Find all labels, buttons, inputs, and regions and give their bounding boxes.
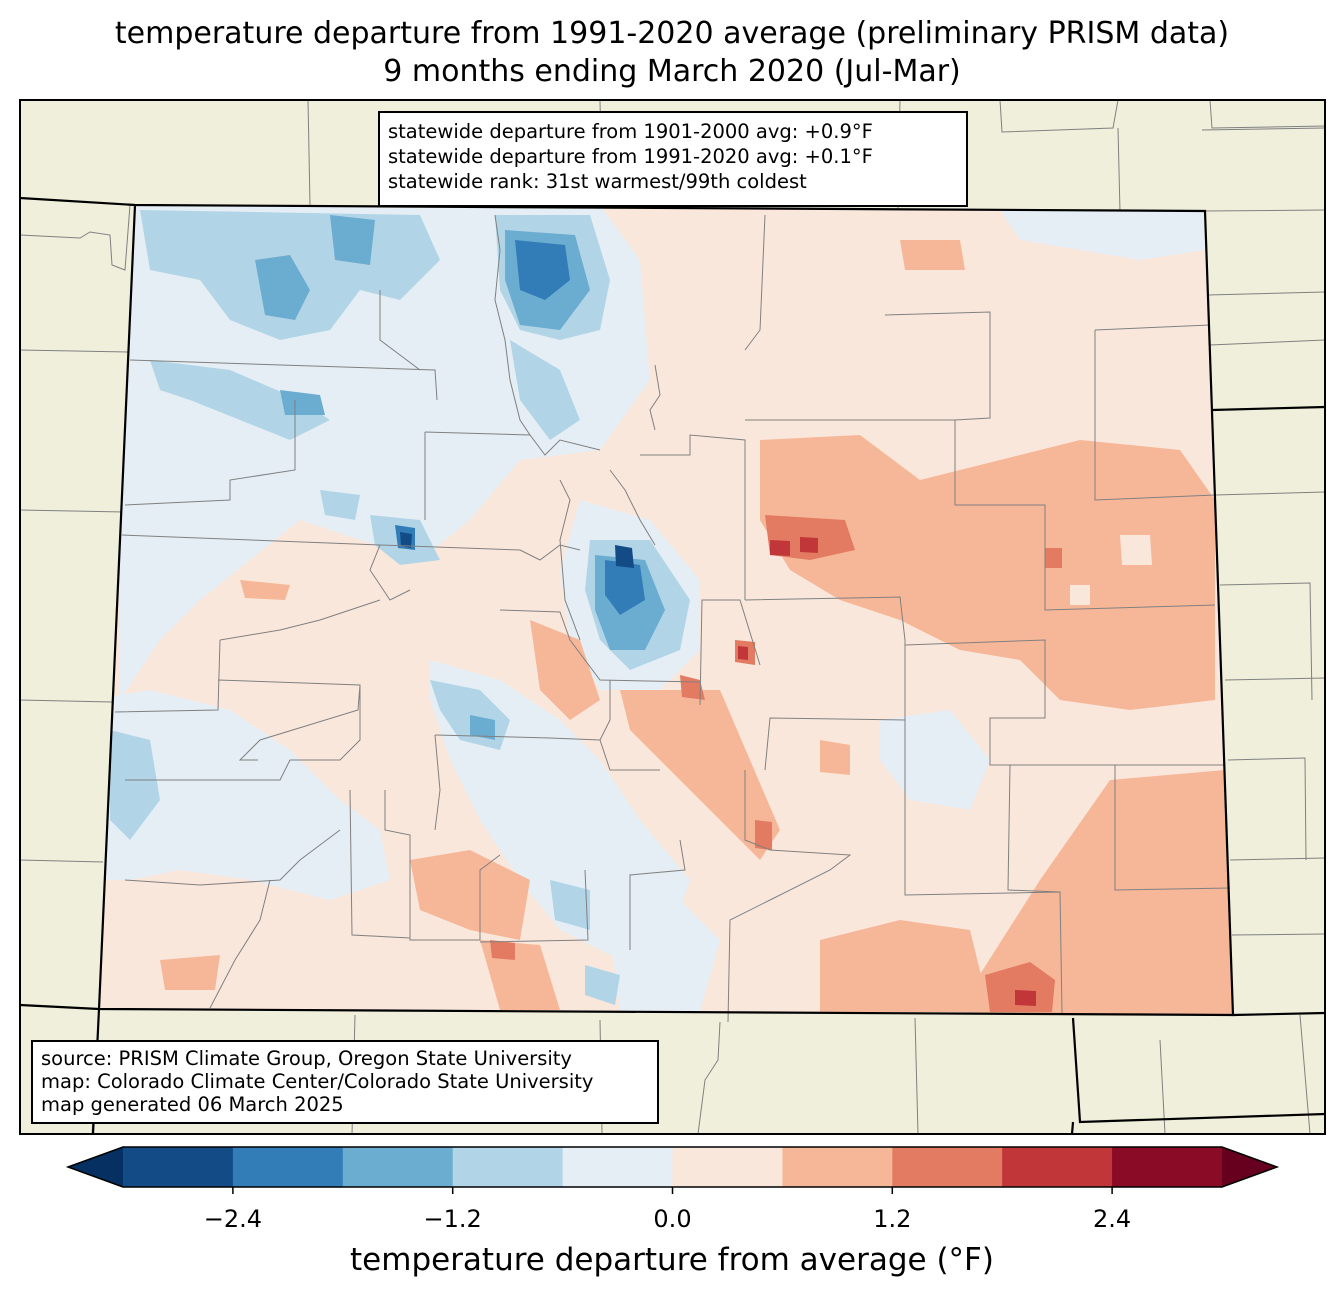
map-subtitle: 9 months ending March 2020 (Jul-Mar) <box>383 54 961 89</box>
colorbar-over-arrow <box>1222 1147 1277 1187</box>
colorbar-tick-label: 1.2 <box>873 1205 912 1233</box>
colorbar-label: temperature departure from average (°F) <box>350 1242 994 1278</box>
colorbar-under-arrow <box>68 1147 123 1187</box>
colorado-county-lines <box>114 214 1231 1023</box>
colorbar-segment <box>782 1147 893 1187</box>
temperature-field <box>99 205 1233 1015</box>
colorbar-segment <box>562 1147 673 1187</box>
colorbar-segment <box>892 1147 1003 1187</box>
colorbar-segment <box>1112 1147 1223 1187</box>
colorbar <box>65 1146 1280 1194</box>
map-generated-line: map generated 06 March 2025 <box>41 1093 344 1116</box>
stats-rank: statewide rank: 31st warmest/99th coldes… <box>388 170 807 193</box>
colorbar-segment <box>123 1147 234 1187</box>
map-credit-line: map: Colorado Climate Center/Colorado St… <box>41 1070 594 1093</box>
colorbar-segment <box>342 1147 454 1187</box>
source-line: source: PRISM Climate Group, Oregon Stat… <box>41 1047 572 1070</box>
colorbar-segment <box>1002 1147 1113 1187</box>
stats-departure-1991-2020: statewide departure from 1991-2020 avg: … <box>388 145 873 168</box>
source-box: source: PRISM Climate Group, Oregon Stat… <box>31 1040 659 1124</box>
colorbar-tick-label: 2.4 <box>1093 1205 1132 1233</box>
colorbar-segment <box>452 1147 564 1187</box>
colorbar-tick-label: −2.4 <box>203 1205 263 1233</box>
colorbar-segment <box>672 1147 783 1187</box>
stats-departure-1901-2000: statewide departure from 1901-2000 avg: … <box>388 120 873 143</box>
colorbar-outline <box>65 1146 1280 1188</box>
map-title: temperature departure from 1991-2020 ave… <box>114 16 1230 51</box>
colorbar-segment <box>232 1147 344 1187</box>
colorbar-tick-label: 0.0 <box>653 1205 692 1233</box>
statewide-stats-box: statewide departure from 1901-2000 avg: … <box>378 111 968 207</box>
colorbar-tick-label: −1.2 <box>423 1205 482 1233</box>
